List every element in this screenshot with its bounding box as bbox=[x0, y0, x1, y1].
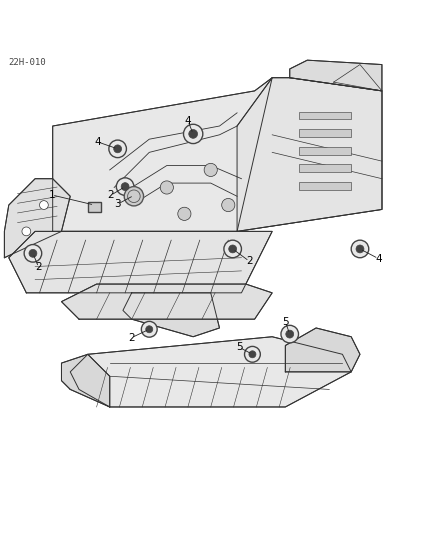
Circle shape bbox=[160, 181, 173, 194]
Bar bbox=[298, 182, 350, 190]
Circle shape bbox=[145, 326, 152, 333]
Bar bbox=[298, 164, 350, 172]
Text: 5: 5 bbox=[235, 342, 242, 352]
Polygon shape bbox=[237, 78, 381, 231]
Circle shape bbox=[285, 330, 293, 338]
Circle shape bbox=[113, 145, 121, 153]
Polygon shape bbox=[285, 328, 359, 372]
Text: 4: 4 bbox=[184, 116, 191, 126]
Bar bbox=[298, 129, 350, 137]
Circle shape bbox=[280, 325, 298, 343]
Circle shape bbox=[121, 183, 129, 191]
Circle shape bbox=[177, 207, 191, 221]
Polygon shape bbox=[9, 231, 272, 293]
Text: 5: 5 bbox=[281, 317, 288, 327]
Circle shape bbox=[124, 187, 143, 206]
Circle shape bbox=[248, 351, 255, 358]
Text: 3: 3 bbox=[114, 199, 121, 209]
Circle shape bbox=[29, 249, 37, 257]
Circle shape bbox=[228, 245, 236, 253]
Circle shape bbox=[24, 245, 42, 262]
Circle shape bbox=[221, 198, 234, 212]
Circle shape bbox=[141, 321, 157, 337]
Circle shape bbox=[39, 200, 48, 209]
Text: 2: 2 bbox=[128, 333, 135, 343]
Circle shape bbox=[244, 346, 260, 362]
Circle shape bbox=[116, 178, 134, 196]
Polygon shape bbox=[61, 354, 110, 407]
Circle shape bbox=[204, 163, 217, 176]
Circle shape bbox=[183, 124, 202, 143]
Polygon shape bbox=[4, 179, 70, 258]
Text: 2: 2 bbox=[245, 256, 252, 266]
Polygon shape bbox=[61, 284, 272, 319]
Text: 1: 1 bbox=[48, 190, 55, 200]
Polygon shape bbox=[123, 293, 219, 337]
Text: 4: 4 bbox=[374, 254, 381, 264]
Text: 4: 4 bbox=[94, 137, 101, 147]
Polygon shape bbox=[70, 337, 350, 407]
Circle shape bbox=[22, 227, 31, 236]
Bar bbox=[298, 147, 350, 155]
Circle shape bbox=[350, 240, 368, 258]
Text: 22H-010: 22H-010 bbox=[9, 58, 46, 67]
Circle shape bbox=[188, 130, 197, 138]
Circle shape bbox=[355, 245, 363, 253]
Text: 2: 2 bbox=[107, 190, 114, 200]
Bar bbox=[88, 203, 101, 212]
Circle shape bbox=[223, 240, 241, 258]
Text: 2: 2 bbox=[35, 262, 42, 272]
Bar bbox=[298, 111, 350, 119]
Circle shape bbox=[109, 140, 126, 158]
Polygon shape bbox=[53, 78, 381, 231]
Polygon shape bbox=[289, 60, 381, 91]
